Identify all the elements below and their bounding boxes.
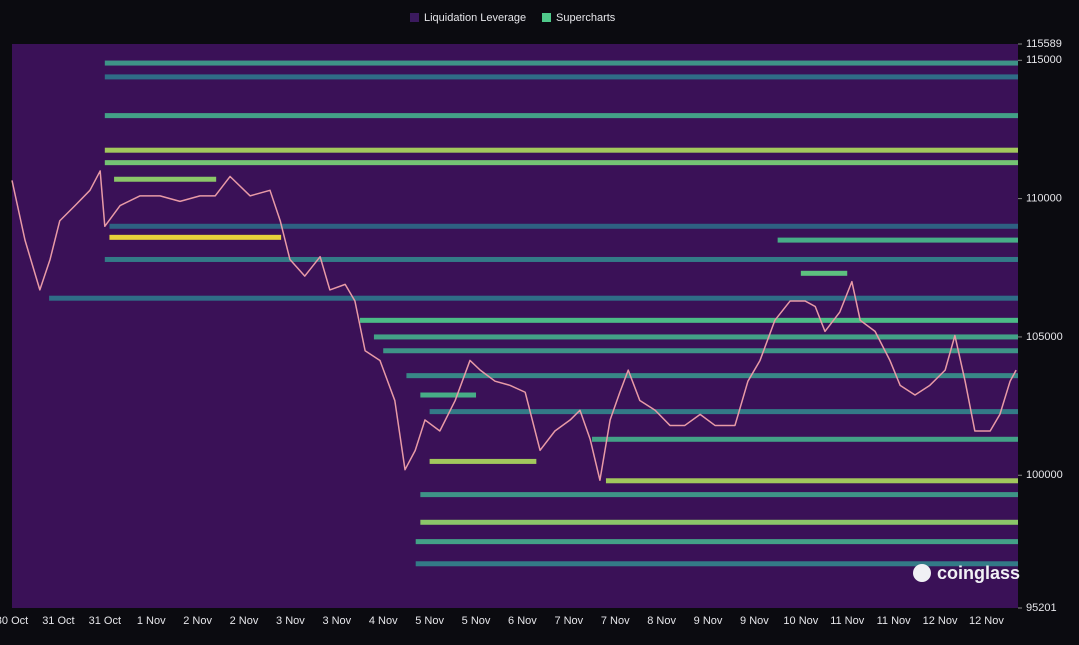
x-tick-label: 9 Nov	[740, 615, 769, 627]
y-tick-label: 105000	[1026, 331, 1063, 343]
x-tick-label: 5 Nov	[462, 615, 491, 627]
heatmap-band	[406, 373, 1018, 379]
heatmap-band	[777, 237, 1018, 243]
legend-label: Liquidation Leverage	[424, 12, 526, 24]
x-tick-label: 2 Nov	[230, 615, 259, 627]
heatmap-background	[12, 44, 1018, 608]
heatmap-band	[592, 436, 1018, 442]
heatmap-band	[104, 256, 1018, 262]
heatmap-band	[360, 317, 1018, 323]
heatmap-band	[373, 334, 1018, 340]
heatmap-band	[429, 458, 537, 464]
heatmap-band	[49, 295, 1019, 301]
x-tick-label: 5 Nov	[415, 615, 444, 627]
x-tick-label: 8 Nov	[647, 615, 676, 627]
y-tick-label: 115000	[1026, 54, 1062, 66]
x-tick-label: 30 Oct	[0, 615, 28, 627]
heatmap-band	[104, 74, 1018, 80]
y-tick-label: 100000	[1026, 469, 1063, 481]
watermark-logo	[913, 564, 931, 582]
x-tick-label: 31 Oct	[89, 615, 121, 627]
y-tick-label: 115589	[1026, 38, 1062, 50]
x-tick-label: 1 Nov	[137, 615, 166, 627]
heatmap-band	[800, 270, 848, 276]
heatmap-band	[383, 348, 1018, 354]
x-tick-label: 10 Nov	[783, 615, 818, 627]
heatmap-band	[104, 160, 1018, 166]
heatmap-band	[420, 492, 1018, 498]
x-tick-label: 6 Nov	[508, 615, 537, 627]
x-tick-label: 3 Nov	[322, 615, 351, 627]
heatmap-band	[415, 561, 1019, 567]
heatmap-band	[104, 147, 1018, 153]
heatmap-band	[104, 113, 1018, 119]
y-tick-label: 110000	[1026, 193, 1062, 205]
x-tick-label: 4 Nov	[369, 615, 398, 627]
x-tick-label: 12 Nov	[969, 615, 1004, 627]
x-tick-label: 7 Nov	[554, 615, 583, 627]
legend-label: Supercharts	[556, 12, 616, 24]
x-tick-label: 2 Nov	[183, 615, 212, 627]
heatmap-band	[109, 234, 282, 240]
x-tick-label: 9 Nov	[694, 615, 723, 627]
heatmap-band	[429, 409, 1018, 415]
heatmap-band	[415, 539, 1019, 545]
legend-swatch	[542, 13, 551, 22]
heatmap-band	[109, 223, 1019, 229]
heatmap-band	[420, 392, 477, 398]
x-tick-label: 3 Nov	[276, 615, 305, 627]
legend-swatch	[410, 13, 419, 22]
x-tick-label: 11 Nov	[877, 615, 912, 627]
x-tick-label: 7 Nov	[601, 615, 630, 627]
x-tick-label: 12 Nov	[923, 615, 958, 627]
price-line	[11, 170, 1017, 481]
heatmap-band	[104, 60, 1018, 66]
x-tick-label: 31 Oct	[42, 615, 74, 627]
watermark: coinglass	[913, 563, 1020, 583]
x-tick-label: 11 Nov	[830, 615, 865, 627]
heatmap-band	[605, 478, 1018, 484]
heatmap-band	[420, 519, 1018, 525]
heatmap-band	[114, 176, 217, 182]
watermark-text: coinglass	[937, 563, 1020, 583]
plot-area	[11, 44, 1019, 608]
y-tick-label: 95201	[1026, 602, 1057, 614]
